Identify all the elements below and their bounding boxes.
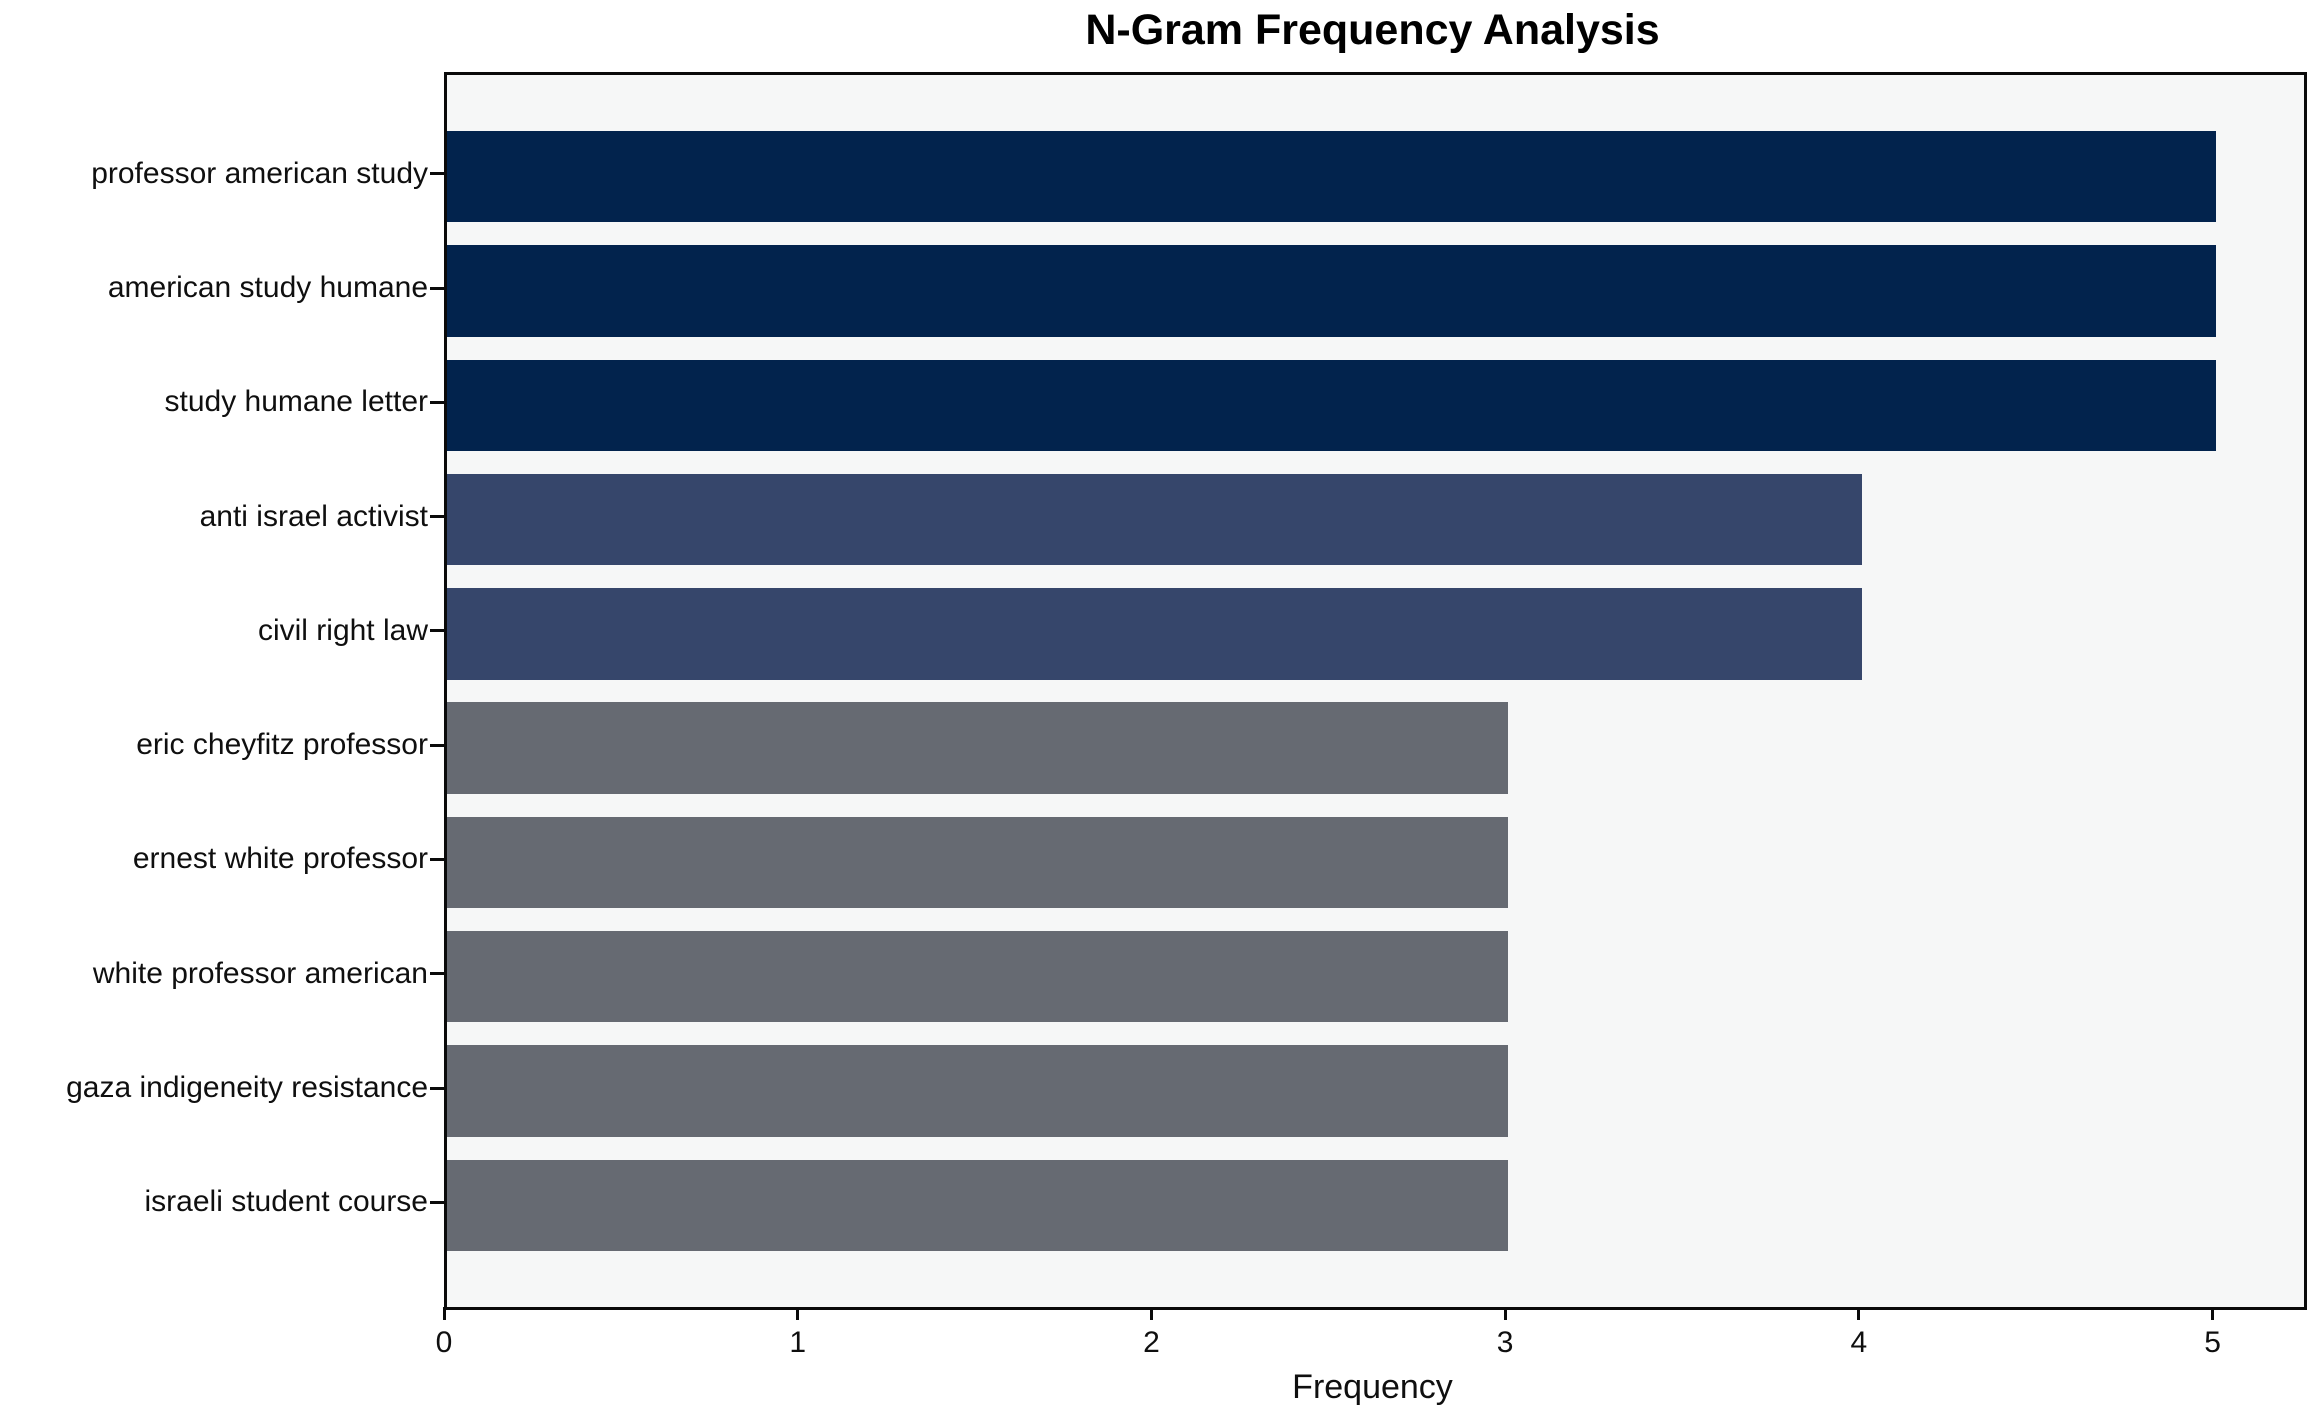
y-tick-mark [430,400,444,404]
y-tick-label: white professor american [92,956,428,990]
y-tick-label: anti israel activist [199,499,428,533]
y-tick-mark [430,857,444,861]
chart-title: N-Gram Frequency Analysis [1085,6,1660,54]
plot-area [444,72,2307,1310]
y-tick-mark [430,172,444,176]
x-tick-label: 0 [435,1326,453,1359]
bar [447,588,1862,680]
x-tick-mark [1503,1307,1507,1320]
x-tick-mark [442,1307,446,1320]
x-tick-mark [796,1307,800,1320]
bar [447,473,1862,566]
y-tick-mark [430,286,444,290]
bar [447,1159,1509,1251]
bar [447,702,1509,794]
y-tick-mark [430,629,444,633]
x-axis-label: Frequency [1292,1368,1453,1406]
x-tick-label: 5 [2204,1326,2221,1359]
y-tick-label: eric cheyfitz professor [136,728,428,762]
bar [447,931,1509,1023]
x-tick-label: 4 [1850,1326,1868,1359]
y-tick-mark [430,743,444,747]
y-tick-label: professor american study [91,156,428,190]
bar [447,359,2216,451]
y-tick-label: ernest white professor [132,842,428,876]
x-tick-mark [2211,1307,2215,1320]
x-tick-label: 1 [789,1326,807,1359]
bar [447,245,2216,337]
y-tick-label: civil right law [257,613,428,647]
y-tick-label: american study humane [107,271,428,304]
y-tick-mark [430,1200,444,1204]
x-tick-label: 3 [1496,1326,1514,1359]
x-tick-label: 2 [1143,1326,1160,1359]
y-tick-label: gaza indigeneity resistance [66,1071,428,1104]
bar [447,131,2216,223]
y-tick-mark [430,972,444,976]
bar [447,1045,1509,1137]
y-tick-label: israeli student course [144,1185,428,1219]
y-tick-label: study humane letter [164,385,428,419]
y-tick-mark [430,1086,444,1090]
y-tick-mark [430,515,444,519]
bar [447,816,1509,909]
x-tick-mark [1857,1307,1861,1320]
x-tick-mark [1149,1307,1153,1320]
